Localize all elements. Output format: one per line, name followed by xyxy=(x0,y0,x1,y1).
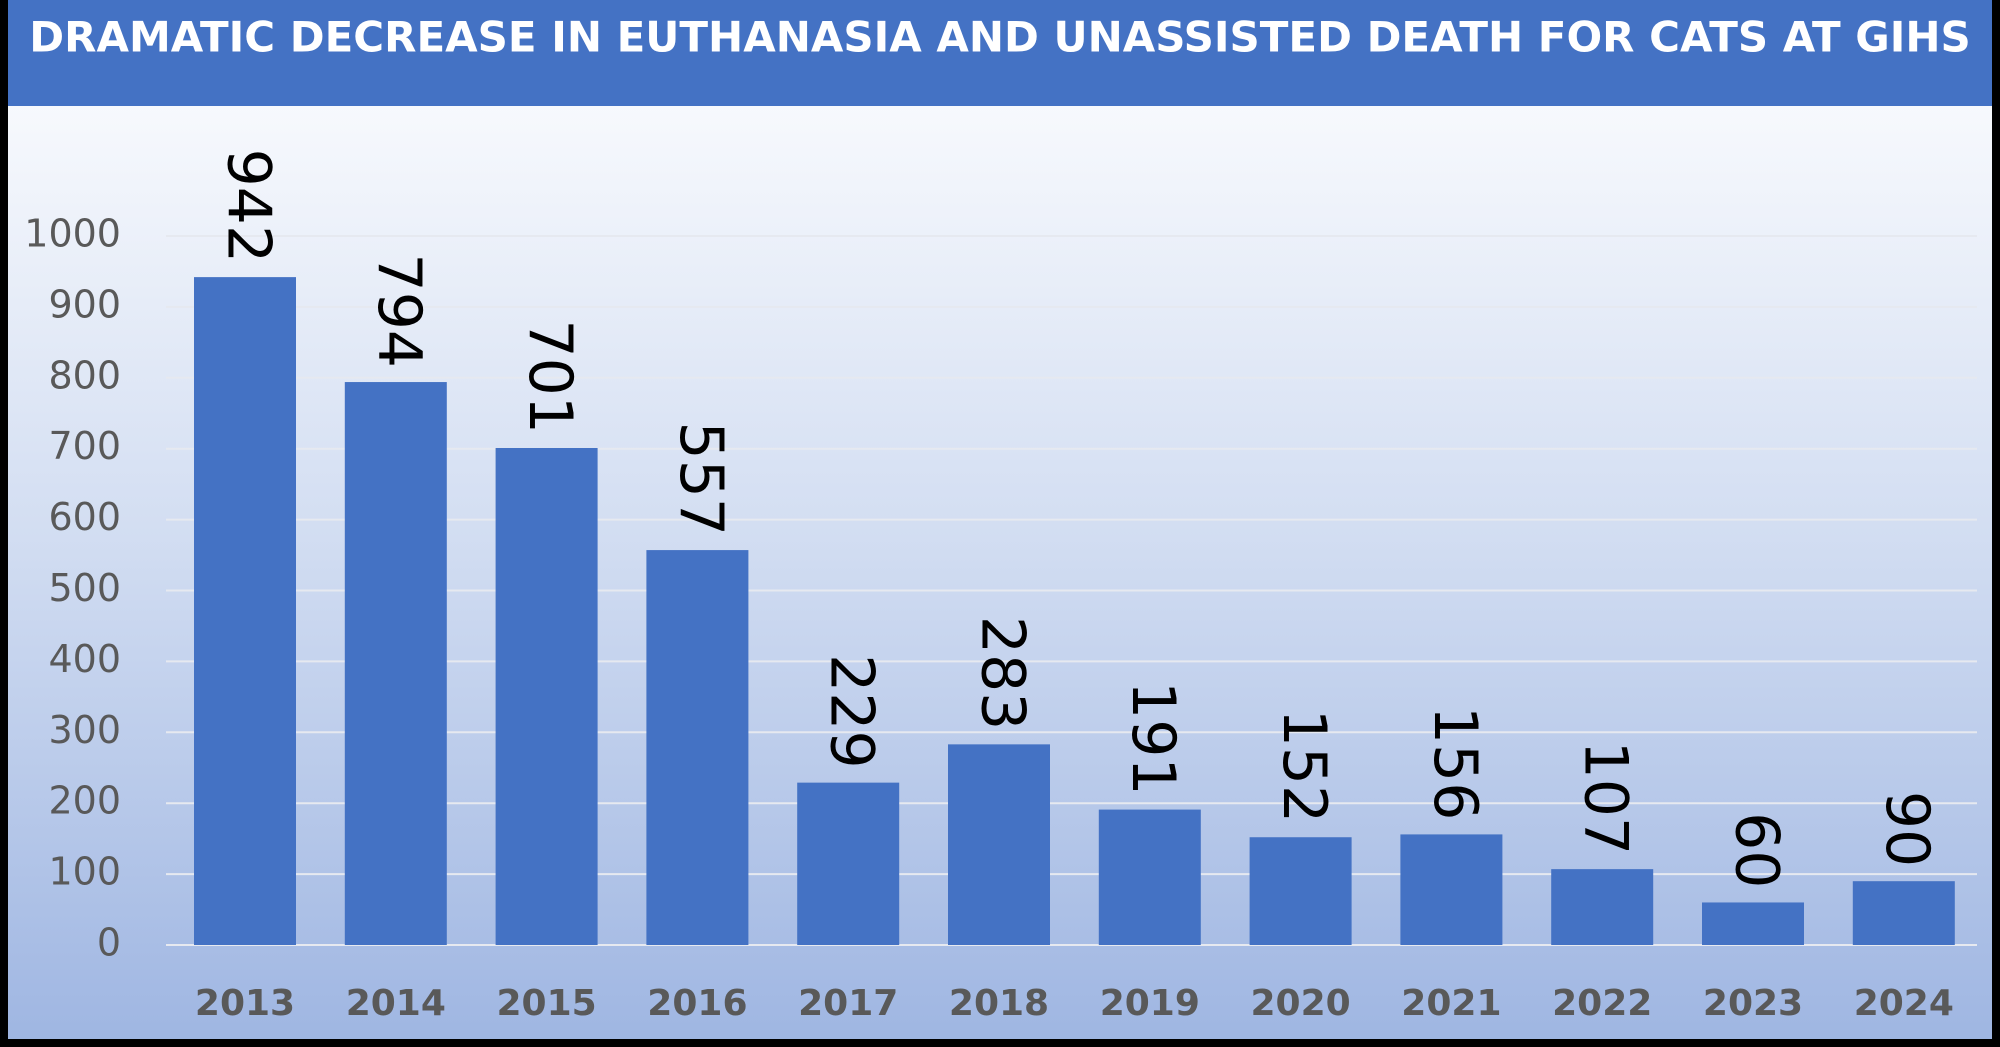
bar xyxy=(1551,869,1654,945)
y-tick-label: 900 xyxy=(48,282,121,326)
value-label: 283 xyxy=(967,616,1037,731)
value-label: 152 xyxy=(1269,709,1339,824)
y-tick-label: 200 xyxy=(48,779,121,823)
value-label: 60 xyxy=(1721,812,1791,888)
bar xyxy=(646,550,749,945)
y-tick-label: 1000 xyxy=(24,212,121,256)
value-label: 942 xyxy=(213,149,283,264)
bar xyxy=(495,447,598,945)
bar xyxy=(1852,881,1955,945)
value-label: 701 xyxy=(515,319,585,434)
x-tick-label: 2016 xyxy=(647,983,747,1024)
y-tick-label: 600 xyxy=(48,495,121,539)
x-tick-label: 2022 xyxy=(1552,983,1652,1024)
y-tick-label: 800 xyxy=(48,353,121,397)
x-tick-label: 2015 xyxy=(496,983,596,1024)
x-tick-label: 2020 xyxy=(1250,983,1350,1024)
y-tick-label: 100 xyxy=(48,850,121,894)
bar xyxy=(797,782,900,945)
bar xyxy=(194,277,296,945)
value-label: 90 xyxy=(1872,791,1942,867)
x-tick-label: 2013 xyxy=(195,983,295,1024)
y-tick-label: 500 xyxy=(48,566,121,610)
y-tick-label: 300 xyxy=(48,708,121,752)
bar xyxy=(1249,837,1352,945)
x-tick-label: 2024 xyxy=(1854,983,1954,1024)
title-bar xyxy=(8,0,1992,106)
bar xyxy=(1702,902,1804,945)
value-label: 156 xyxy=(1420,706,1490,821)
bar xyxy=(948,744,1050,945)
x-tick-label: 2023 xyxy=(1703,983,1803,1024)
value-label: 794 xyxy=(364,254,434,369)
x-tick-label: 2019 xyxy=(1100,983,1200,1024)
bar xyxy=(1400,834,1503,945)
value-label: 191 xyxy=(1118,681,1188,796)
value-label: 557 xyxy=(666,422,736,537)
y-tick-label: 0 xyxy=(97,921,121,965)
x-tick-label: 2017 xyxy=(798,983,898,1024)
chart-title: DRAMATIC DECREASE IN EUTHANASIA AND UNAS… xyxy=(29,13,1971,62)
y-tick-label: 400 xyxy=(48,637,121,681)
value-label: 229 xyxy=(817,654,887,769)
y-tick-label: 700 xyxy=(48,424,121,468)
x-tick-label: 2014 xyxy=(346,983,446,1024)
x-tick-label: 2021 xyxy=(1401,983,1501,1024)
x-tick-label: 2018 xyxy=(949,983,1049,1024)
bar xyxy=(1098,809,1201,945)
bar xyxy=(344,382,447,946)
value-label: 107 xyxy=(1571,741,1641,856)
